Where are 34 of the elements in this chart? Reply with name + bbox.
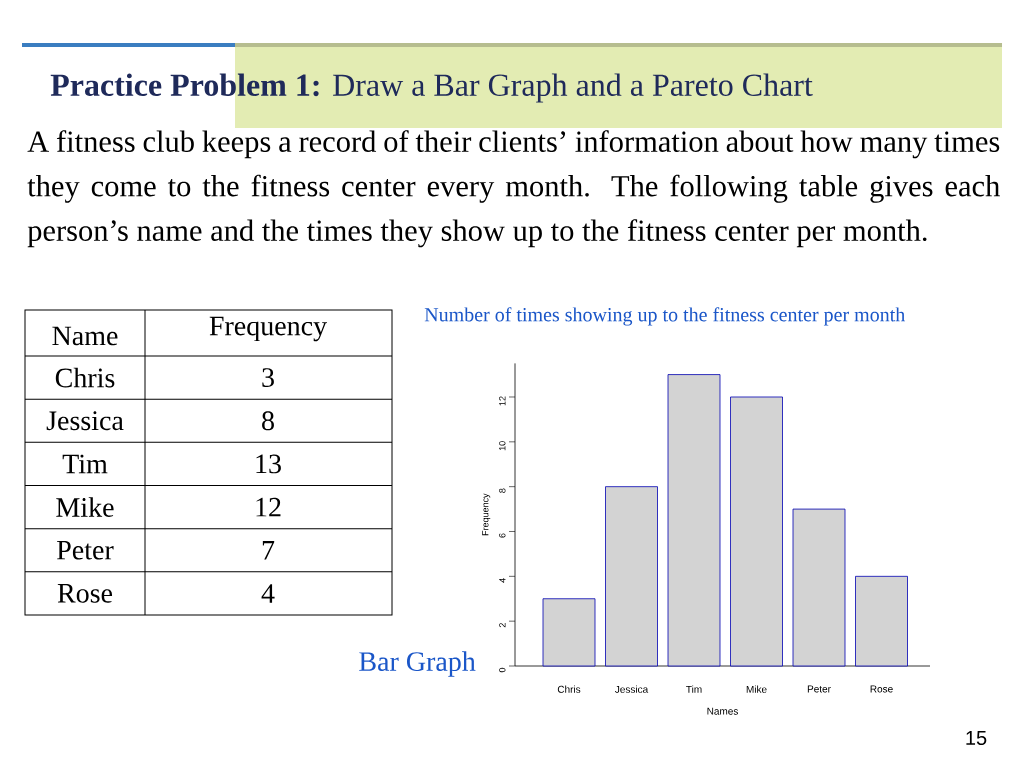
x-tick-label: Chris [557, 685, 581, 693]
text: Number of times showing up to the fitness center per month [424, 307, 906, 326]
text: Bar Graph [359, 651, 476, 677]
x-tick-label: Peter [807, 685, 831, 693]
text: Frequency [209, 316, 327, 342]
x-tick-label: Tim [686, 685, 702, 693]
category-label: Jessica [46, 411, 124, 431]
x-tick-label: Rose [870, 685, 893, 693]
y-tick-label: 10 [499, 441, 506, 451]
text: 4 [261, 584, 275, 603]
text: 13 [256, 454, 281, 474]
y-axis-title: Frequency [482, 493, 491, 536]
text: 8 [262, 411, 274, 431]
text: 7 [262, 541, 275, 560]
y-tick-label: 2 [499, 623, 506, 628]
y-tick-label: 4 [499, 578, 506, 583]
category-label: Mike [56, 497, 114, 517]
text: 15 [966, 731, 987, 745]
text: Name [52, 326, 118, 346]
chart-title: Practice Problem 1: Draw a Bar Graph and a Pareto Chart [50, 73, 813, 103]
x-tick-label: Mike [746, 685, 767, 693]
category-label: Rose [57, 584, 113, 603]
y-tick-label: 12 [499, 396, 506, 406]
text: 3 [262, 368, 274, 387]
category-label: Peter [57, 540, 114, 560]
y-tick-label: 6 [499, 533, 506, 538]
category-label: Tim [62, 454, 108, 474]
text: 12 [256, 497, 281, 517]
text: A fitness club keeps a record of their clients’ information about how many times they come to the fitness center every month. The following table gives each person’s name and the times they show up to the fitness center per month. [27, 130, 1000, 248]
y-tick-label: 0 [499, 667, 506, 673]
y-tick-label: 8 [499, 488, 506, 493]
category-label: Chris [55, 367, 115, 388]
x-axis-title: Names [707, 707, 738, 715]
x-tick-label: Jessica [614, 685, 649, 693]
